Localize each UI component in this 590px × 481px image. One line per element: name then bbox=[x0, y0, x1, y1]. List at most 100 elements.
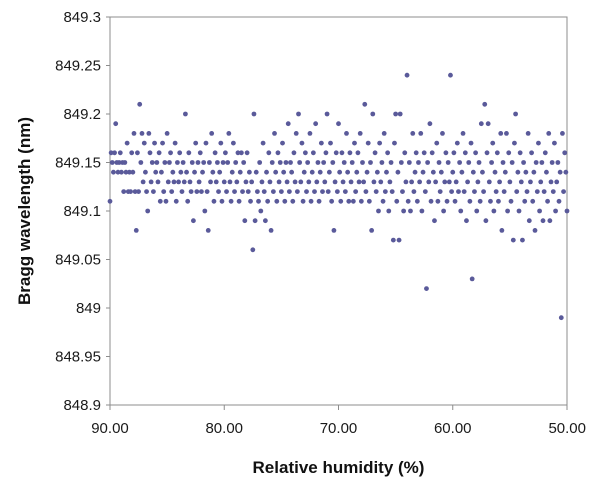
data-point bbox=[249, 179, 255, 185]
data-point bbox=[397, 111, 403, 117]
data-point bbox=[493, 189, 499, 195]
data-point bbox=[354, 169, 360, 175]
data-point bbox=[405, 198, 411, 204]
data-point bbox=[254, 189, 260, 195]
data-point bbox=[222, 150, 228, 156]
data-point bbox=[531, 169, 537, 175]
data-point bbox=[233, 160, 239, 165]
data-point bbox=[265, 198, 271, 204]
data-point bbox=[116, 160, 122, 165]
data-point bbox=[195, 160, 201, 165]
data-point bbox=[172, 140, 178, 146]
data-point bbox=[258, 208, 264, 214]
y-tick-label: 849.3 bbox=[63, 9, 101, 26]
data-points bbox=[107, 72, 570, 321]
data-point bbox=[389, 189, 395, 195]
data-point bbox=[481, 189, 486, 195]
x-axis-title: Relative humidity (%) bbox=[253, 458, 425, 477]
data-point bbox=[470, 169, 476, 175]
data-point bbox=[416, 160, 421, 165]
data-point bbox=[378, 179, 384, 185]
data-point bbox=[270, 189, 276, 195]
data-point bbox=[494, 150, 500, 156]
data-point bbox=[443, 150, 449, 156]
data-point bbox=[504, 131, 509, 136]
data-point bbox=[540, 218, 546, 224]
data-point bbox=[350, 198, 356, 204]
data-point bbox=[426, 179, 432, 185]
data-point bbox=[312, 189, 317, 195]
data-point bbox=[456, 189, 461, 195]
data-point bbox=[146, 131, 152, 136]
data-point bbox=[259, 179, 265, 185]
data-point bbox=[348, 179, 354, 185]
data-point bbox=[398, 160, 404, 165]
data-point bbox=[539, 160, 545, 165]
data-point bbox=[453, 179, 459, 185]
data-point bbox=[466, 160, 472, 165]
data-point bbox=[514, 189, 520, 195]
y-tick-label: 849.05 bbox=[55, 252, 101, 269]
data-point bbox=[515, 169, 521, 175]
data-point bbox=[132, 189, 138, 195]
data-point bbox=[218, 140, 224, 146]
data-point bbox=[473, 150, 478, 156]
data-point bbox=[244, 150, 250, 156]
data-point bbox=[403, 179, 409, 185]
data-point bbox=[119, 169, 124, 175]
data-point bbox=[145, 208, 151, 214]
data-point bbox=[162, 160, 168, 165]
data-point bbox=[329, 198, 335, 204]
data-point bbox=[324, 111, 330, 117]
data-point bbox=[181, 179, 187, 185]
data-point bbox=[143, 169, 148, 175]
data-point bbox=[304, 189, 309, 195]
data-point bbox=[286, 189, 292, 195]
data-point bbox=[377, 140, 383, 146]
data-point bbox=[323, 150, 329, 156]
data-point bbox=[164, 131, 170, 136]
data-point bbox=[310, 150, 316, 156]
data-point bbox=[363, 189, 369, 195]
data-point bbox=[205, 228, 211, 233]
data-point bbox=[246, 169, 252, 175]
data-point bbox=[253, 169, 259, 175]
data-point bbox=[149, 160, 155, 165]
data-point bbox=[274, 198, 280, 204]
data-point bbox=[560, 131, 565, 136]
data-point bbox=[356, 179, 362, 185]
data-point bbox=[486, 179, 492, 185]
y-axis-title: Bragg wavelength (nm) bbox=[15, 117, 34, 305]
y-tick-label: 849.25 bbox=[55, 58, 101, 75]
data-point bbox=[160, 140, 165, 146]
data-point bbox=[394, 198, 400, 204]
data-point bbox=[154, 160, 160, 165]
data-point bbox=[280, 140, 285, 146]
data-point bbox=[183, 111, 188, 117]
data-point bbox=[167, 160, 172, 165]
data-point bbox=[241, 160, 247, 165]
data-point bbox=[168, 150, 173, 156]
data-point bbox=[485, 121, 491, 127]
data-point bbox=[317, 169, 323, 175]
data-point bbox=[430, 169, 436, 175]
data-point bbox=[273, 169, 279, 175]
data-point bbox=[199, 189, 204, 195]
data-point bbox=[127, 169, 132, 175]
data-point bbox=[268, 228, 274, 233]
data-point bbox=[283, 160, 289, 165]
data-point bbox=[497, 179, 502, 185]
y-tick-label: 848.95 bbox=[55, 349, 101, 366]
data-point bbox=[315, 160, 321, 165]
data-point bbox=[151, 189, 156, 195]
data-point bbox=[252, 218, 258, 224]
data-point bbox=[476, 160, 482, 165]
data-point bbox=[307, 131, 313, 136]
data-point bbox=[446, 179, 452, 185]
data-point bbox=[451, 150, 457, 156]
data-point bbox=[489, 160, 494, 165]
data-point bbox=[472, 189, 477, 195]
data-point bbox=[406, 160, 412, 165]
data-point bbox=[275, 150, 281, 156]
data-point bbox=[165, 179, 171, 185]
